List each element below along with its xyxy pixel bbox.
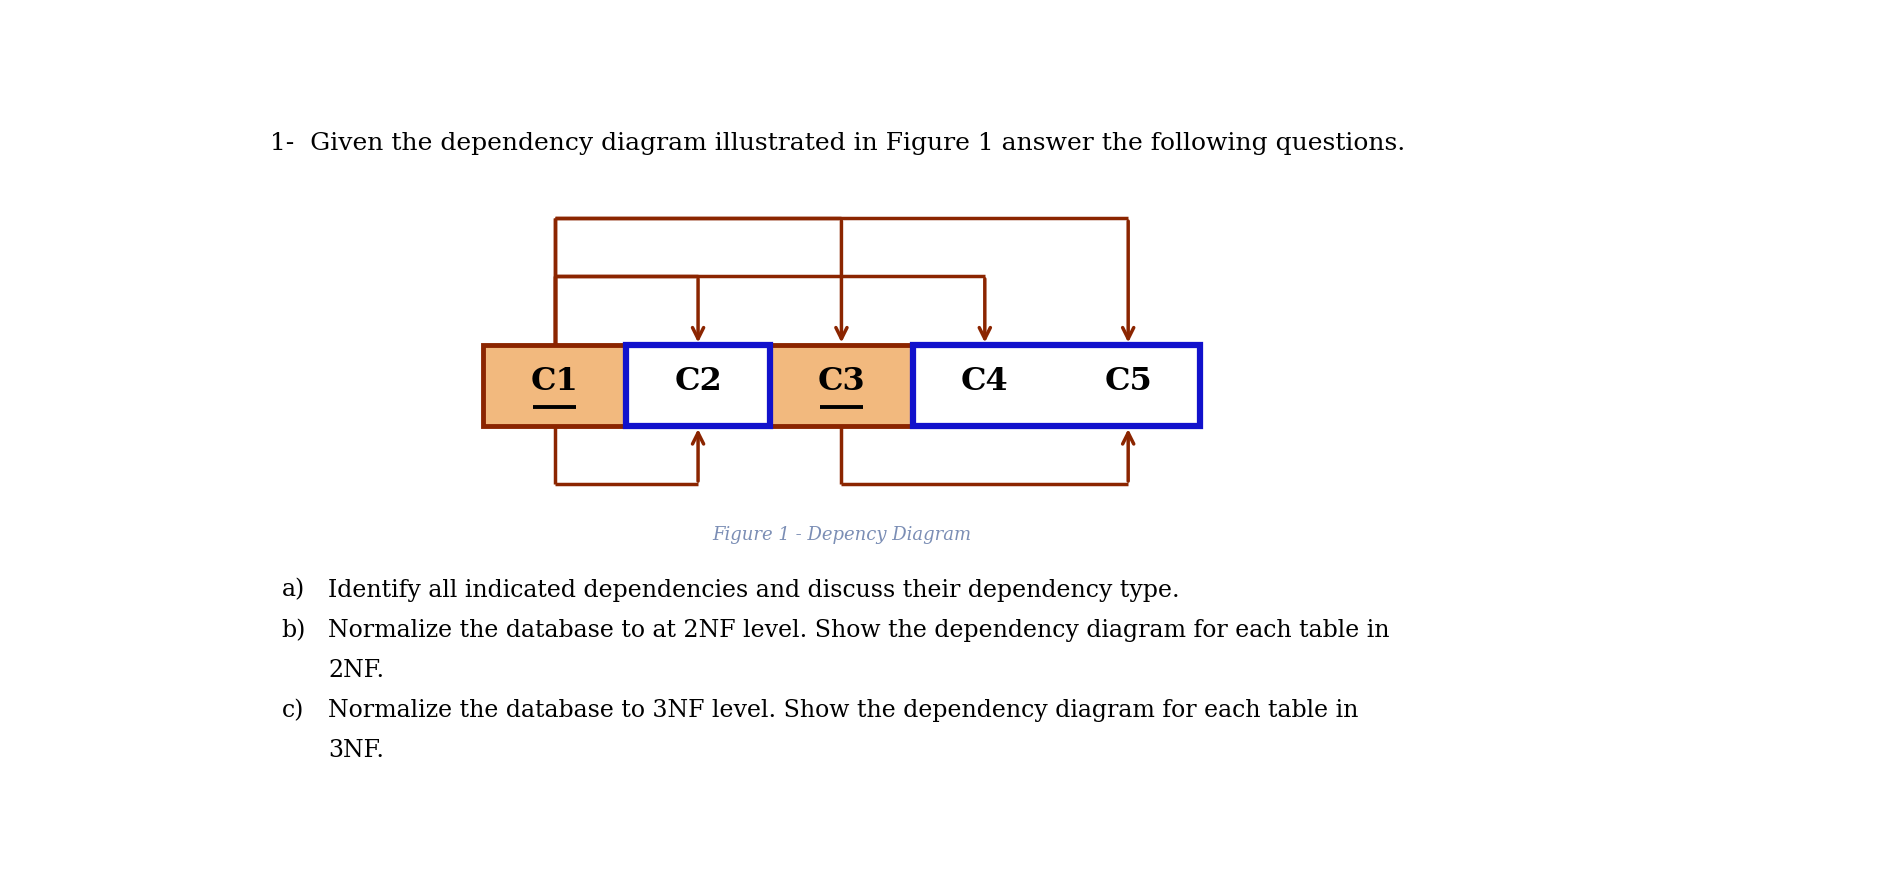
Text: a): a): [282, 579, 305, 602]
Bar: [1057, 345, 1199, 426]
Text: C4: C4: [961, 366, 1010, 397]
Text: 3NF.: 3NF.: [327, 739, 384, 762]
Text: 2NF.: 2NF.: [327, 659, 384, 681]
Text: Figure 1 - Depency Diagram: Figure 1 - Depency Diagram: [713, 526, 970, 544]
Bar: [769, 345, 914, 426]
Bar: [914, 345, 1057, 426]
Text: b): b): [282, 619, 306, 641]
Text: C2: C2: [675, 366, 722, 397]
Text: Normalize the database to 3NF level. Show the dependency diagram for each table : Normalize the database to 3NF level. Sho…: [327, 698, 1359, 722]
Text: C1: C1: [530, 366, 579, 397]
Text: c): c): [282, 698, 305, 722]
Bar: [626, 345, 769, 426]
Text: C3: C3: [818, 366, 865, 397]
Text: Identify all indicated dependencies and discuss their dependency type.: Identify all indicated dependencies and …: [327, 579, 1179, 602]
Text: Normalize the database to at 2NF level. Show the dependency diagram for each tab: Normalize the database to at 2NF level. …: [327, 619, 1389, 641]
Bar: [483, 345, 1199, 426]
Bar: [914, 345, 1199, 426]
Bar: [483, 345, 626, 426]
Text: C5: C5: [1104, 366, 1152, 397]
Bar: [626, 345, 769, 426]
Text: 1-  Given the dependency diagram illustrated in Figure 1 answer the following qu: 1- Given the dependency diagram illustra…: [271, 132, 1404, 154]
